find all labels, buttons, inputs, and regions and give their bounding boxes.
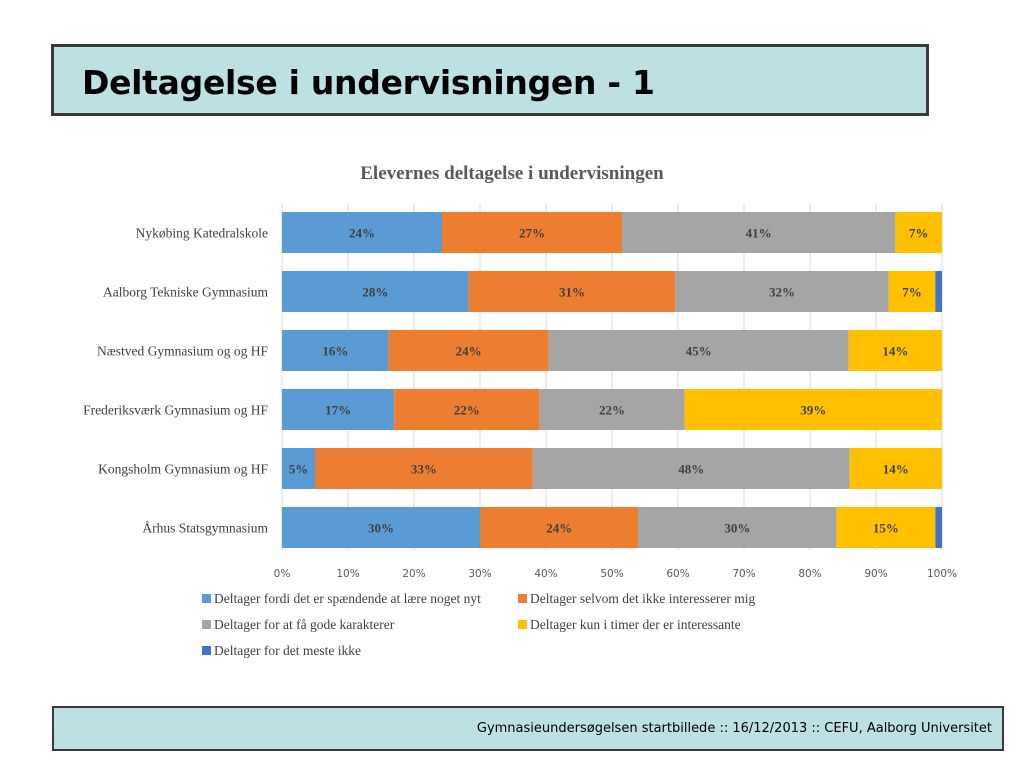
data-label: 24% bbox=[349, 226, 375, 241]
data-label: 15% bbox=[873, 521, 899, 536]
data-label: 30% bbox=[368, 521, 394, 536]
category-label: Næstved Gymnasium og og HF bbox=[97, 344, 268, 359]
footer-text: Gymnasieundersøgelsen startbillede :: 16… bbox=[476, 721, 992, 736]
data-label: 24% bbox=[546, 521, 572, 536]
x-tick-label: 60% bbox=[666, 568, 689, 580]
x-tick-label: 40% bbox=[534, 568, 557, 580]
category-label: Aalborg Tekniske Gymnasium bbox=[103, 285, 269, 300]
data-label: 48% bbox=[678, 462, 704, 477]
data-label: 33% bbox=[411, 462, 437, 477]
bar-segment bbox=[935, 507, 942, 548]
bar-segment bbox=[935, 271, 942, 312]
chart-grid bbox=[281, 203, 943, 550]
legend-swatch bbox=[202, 620, 211, 629]
data-label: 16% bbox=[322, 344, 348, 359]
data-label: 5% bbox=[289, 462, 309, 477]
category-label: Århus Statsgymnasium bbox=[142, 521, 268, 536]
bar-segment bbox=[282, 507, 480, 548]
bar-segment bbox=[480, 507, 639, 548]
chart-title: Elevernes deltagelse i undervisningen bbox=[360, 163, 664, 184]
data-label: 45% bbox=[686, 344, 712, 359]
data-label: 28% bbox=[362, 285, 388, 300]
stacked-bar-chart: Elevernes deltagelse i undervisningen 24… bbox=[83, 163, 957, 658]
chart-bars: 24% 27% 41% 7% 28% 31% 32% 7% 16% 24% 45% 14% 17% 22%… bbox=[282, 212, 942, 548]
bar-segment bbox=[282, 330, 389, 371]
x-tick-label: 10% bbox=[336, 568, 359, 580]
legend-label: Deltager fordi det er spændende at lære … bbox=[214, 591, 481, 606]
data-label: 7% bbox=[902, 285, 922, 300]
bar-segment bbox=[684, 389, 942, 430]
bar-segment bbox=[282, 389, 395, 430]
legend-swatch bbox=[202, 594, 211, 603]
data-label: 22% bbox=[599, 403, 625, 418]
x-tick-label: 0% bbox=[274, 568, 291, 580]
bar-segment bbox=[442, 212, 622, 253]
legend-label: Deltager selvom det ikke interesserer mi… bbox=[530, 591, 756, 606]
title-box: Deltagelse i undervisningen - 1 bbox=[51, 44, 929, 116]
legend-swatch bbox=[518, 620, 527, 629]
bar-segment bbox=[468, 271, 676, 312]
data-label: 27% bbox=[519, 226, 545, 241]
bar-segment bbox=[394, 389, 540, 430]
slide-title: Deltagelse i undervisningen - 1 bbox=[82, 63, 655, 102]
bar-segment bbox=[548, 330, 849, 371]
data-label: 14% bbox=[882, 344, 908, 359]
category-label: Frederiksværk Gymnasium og HF bbox=[83, 403, 268, 418]
bar-segment bbox=[532, 448, 850, 489]
data-label: 31% bbox=[559, 285, 585, 300]
bar-segment bbox=[849, 448, 942, 489]
x-tick-label: 100% bbox=[927, 568, 957, 580]
data-label: 41% bbox=[746, 226, 772, 241]
legend-label: Deltager kun i timer der er interessante bbox=[530, 617, 741, 632]
bar-segment bbox=[282, 212, 442, 253]
x-tick-label: 50% bbox=[600, 568, 623, 580]
x-tick-label: 30% bbox=[468, 568, 491, 580]
bar-segment bbox=[388, 330, 549, 371]
data-label: 32% bbox=[769, 285, 795, 300]
data-label: 14% bbox=[883, 462, 909, 477]
category-labels: Nykøbing Katedralskole Aalborg Tekniske G… bbox=[83, 226, 268, 536]
legend-label: Deltager for at få gode karakterer bbox=[214, 617, 395, 632]
x-tick-label: 20% bbox=[402, 568, 425, 580]
bar-segment bbox=[282, 448, 315, 489]
bar-segment bbox=[282, 271, 469, 312]
legend-swatch bbox=[202, 646, 211, 655]
data-label: 22% bbox=[454, 403, 480, 418]
x-tick-label: 90% bbox=[864, 568, 887, 580]
footer-box: Gymnasieundersøgelsen startbillede :: 16… bbox=[52, 706, 1004, 751]
legend-swatch bbox=[518, 594, 527, 603]
bar-segment bbox=[848, 330, 942, 371]
data-label: 7% bbox=[909, 226, 929, 241]
data-label: 39% bbox=[800, 403, 826, 418]
category-label: Nykøbing Katedralskole bbox=[136, 226, 268, 241]
data-label: 30% bbox=[724, 521, 750, 536]
bar-segment bbox=[895, 212, 942, 253]
x-tick-label: 80% bbox=[798, 568, 821, 580]
bar-segment bbox=[675, 271, 889, 312]
category-label: Kongsholm Gymnasium og HF bbox=[98, 462, 268, 477]
bar-segment bbox=[888, 271, 936, 312]
x-tick-label: 70% bbox=[732, 568, 755, 580]
x-axis-ticks: 0% 10% 20% 30% 40% 50% 60% 70% 80% 90% 100% bbox=[274, 568, 957, 580]
data-label: 17% bbox=[325, 403, 351, 418]
bar-segment bbox=[638, 507, 837, 548]
data-label: 24% bbox=[456, 344, 482, 359]
bar-segment bbox=[315, 448, 533, 489]
bar-segment bbox=[836, 507, 936, 548]
legend-label: Deltager for det meste ikke bbox=[214, 643, 361, 658]
bar-segment bbox=[622, 212, 896, 253]
bar-segment bbox=[539, 389, 685, 430]
chart-legend: Deltager fordi det er spændende at lære … bbox=[202, 591, 756, 658]
